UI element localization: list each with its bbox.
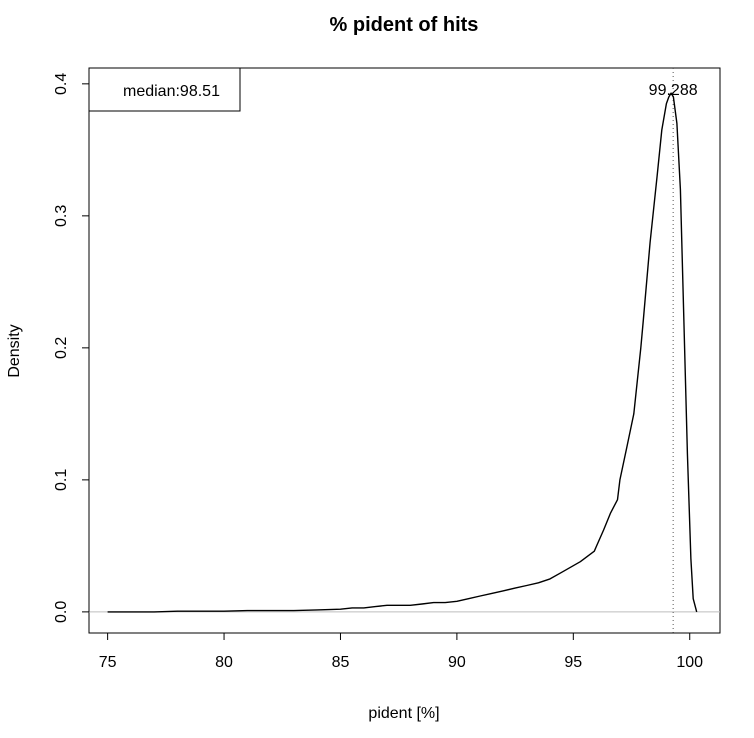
x-tick-label-90: 90: [448, 654, 466, 671]
x-tick-label-85: 85: [332, 654, 350, 671]
plot-frame: [88, 67, 721, 634]
y-axis-label: Density: [6, 324, 23, 377]
density-curve-0: [107, 92, 698, 613]
y-tick-label-0.1: 0.1: [53, 469, 70, 491]
x-tick-label-100: 100: [676, 654, 703, 671]
x-tick-label-80: 80: [215, 654, 233, 671]
legend-box: [88, 67, 241, 112]
y-axis: 0.0 0.1 0.2 0.3 0.4: [53, 73, 90, 623]
x-tick-label-95: 95: [564, 654, 582, 671]
mode-value-label: 99.288: [649, 82, 698, 99]
chart-title: % pident of hits: [330, 14, 479, 36]
y-tick-label-0.4: 0.4: [53, 73, 70, 95]
legend-median-text: median:98.51: [123, 83, 220, 100]
y-tick-label-0.0: 0.0: [53, 601, 70, 623]
y-tick-label-0.2: 0.2: [53, 337, 70, 359]
y-tick-label-0.3: 0.3: [53, 205, 70, 227]
x-axis-label: pident [%]: [368, 705, 439, 722]
x-tick-label-75: 75: [99, 654, 117, 671]
x-axis: 75 80 85 90 95 100: [99, 632, 703, 671]
